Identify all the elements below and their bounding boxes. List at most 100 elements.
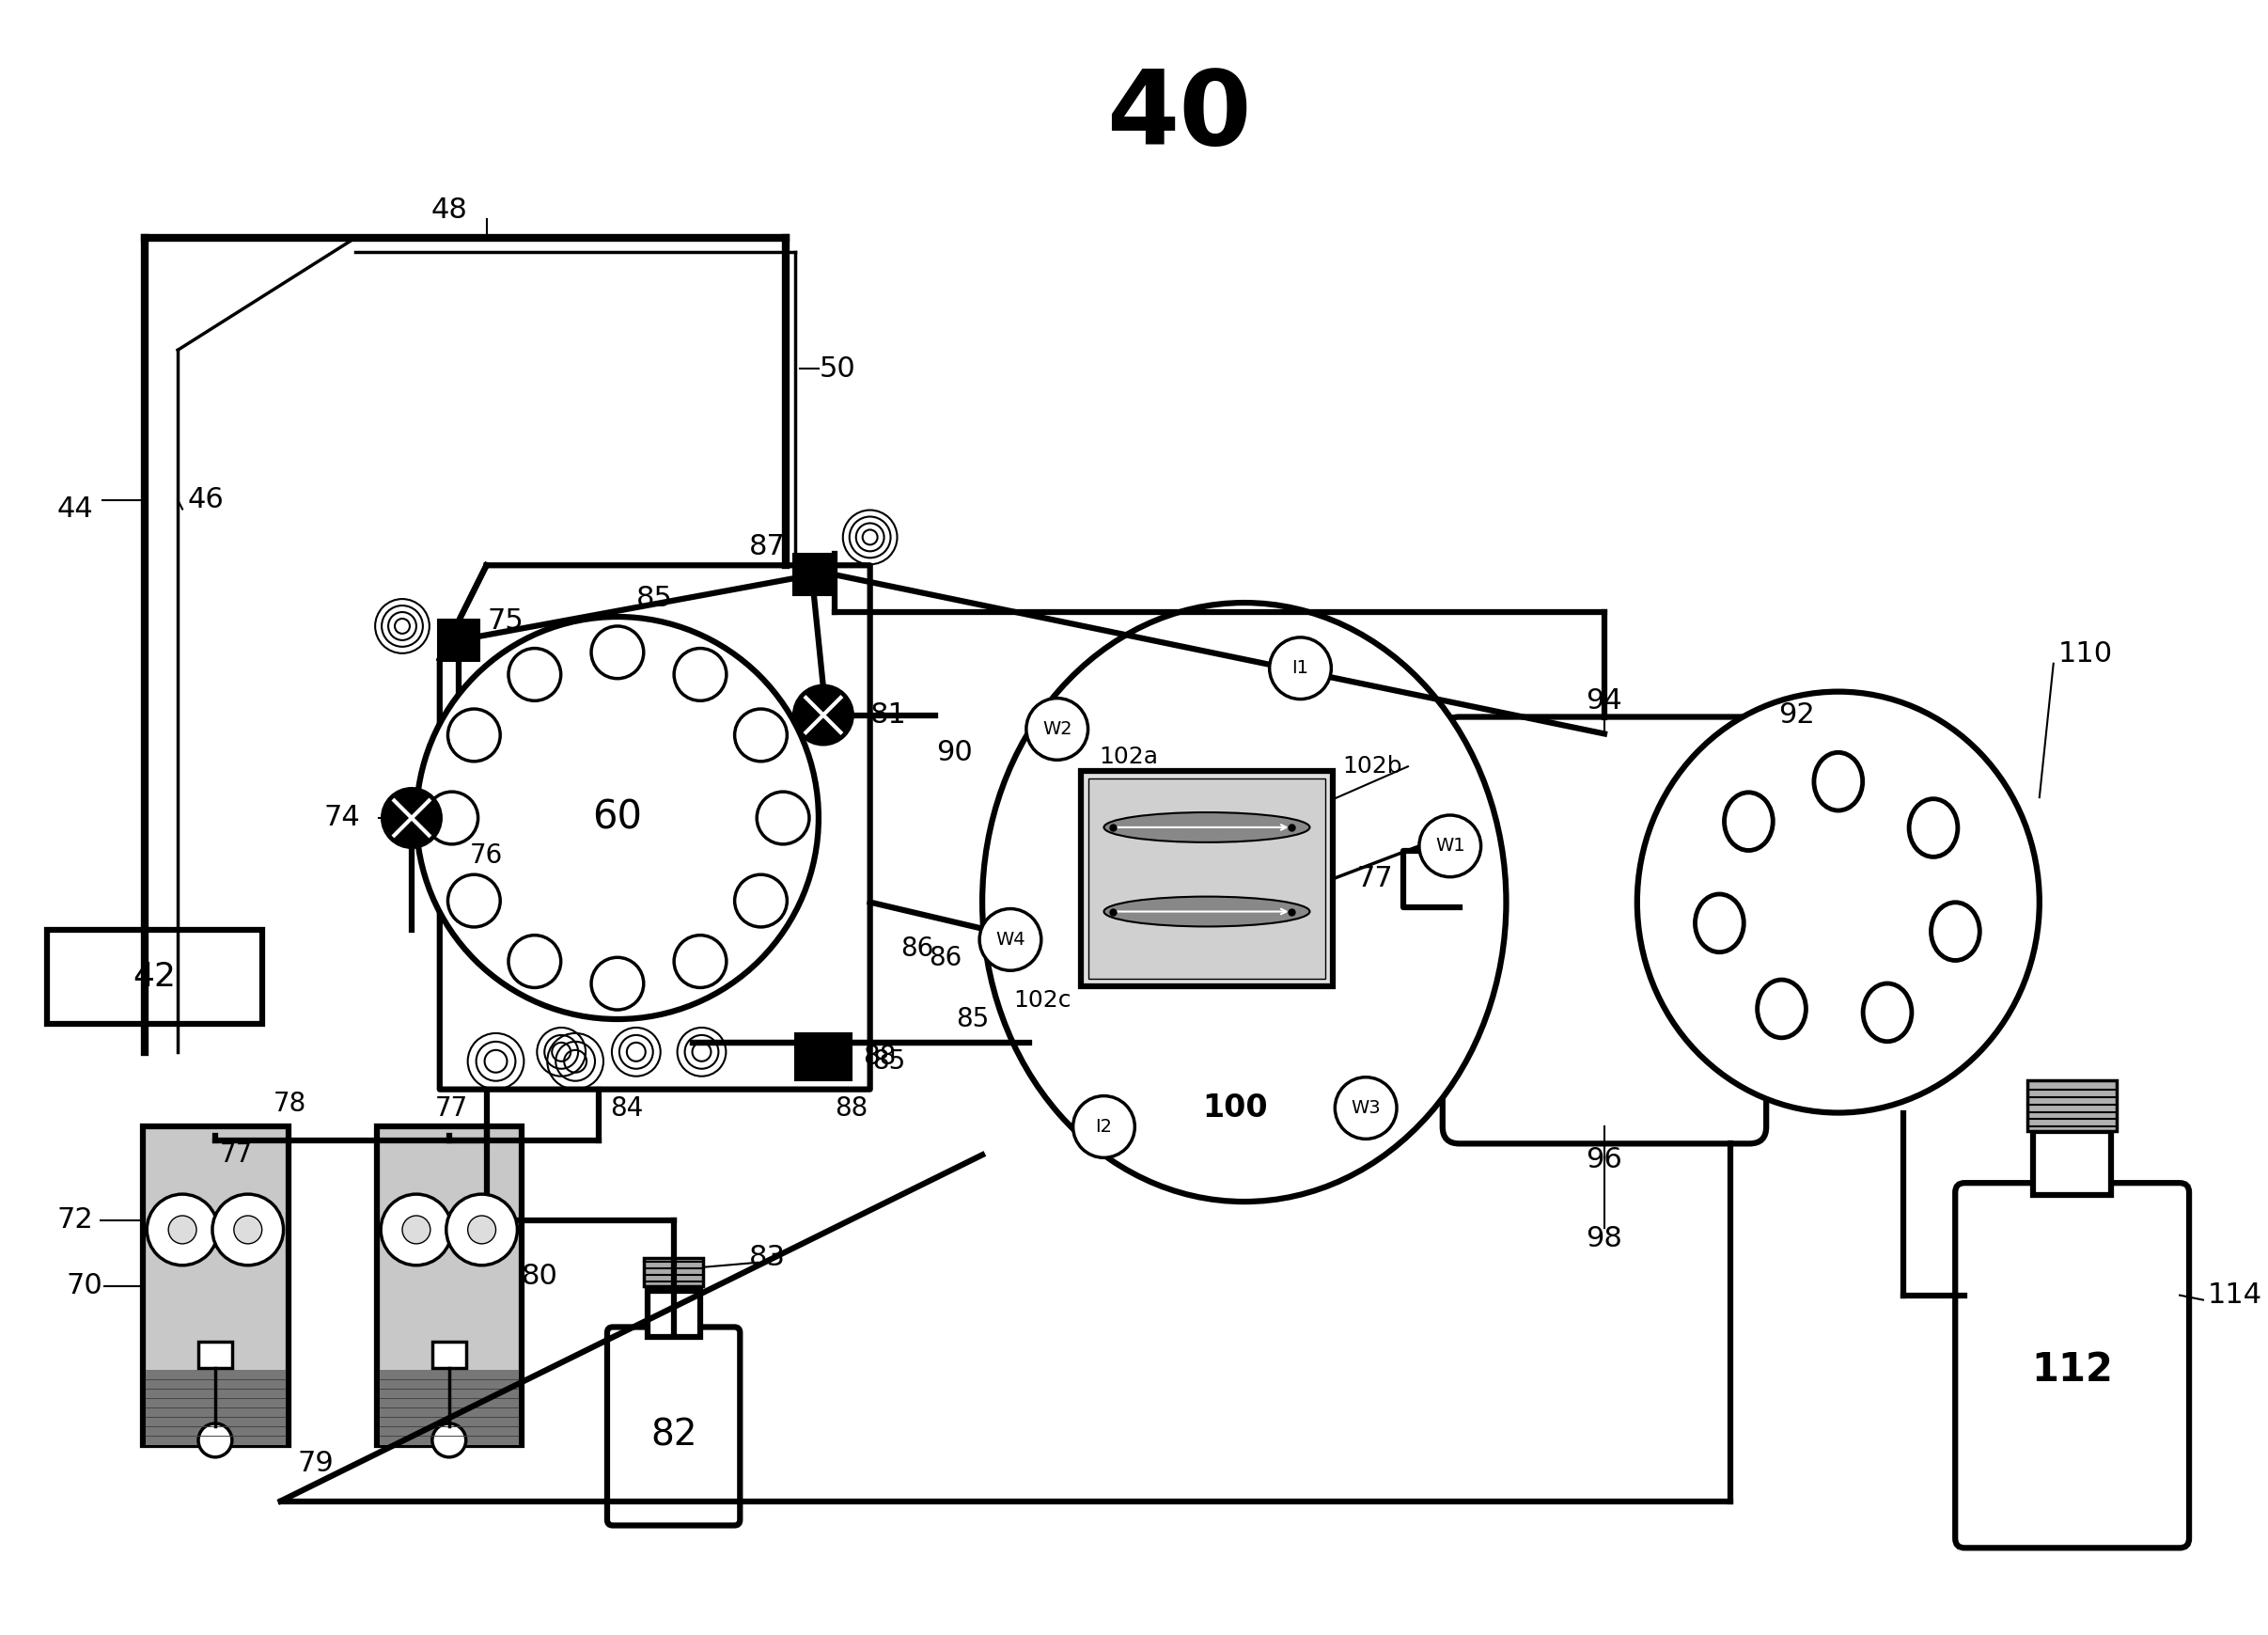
Text: 82: 82 [651, 1418, 696, 1454]
Text: W3: W3 [1352, 1099, 1381, 1117]
Circle shape [383, 790, 440, 845]
Text: 88: 88 [835, 1095, 869, 1122]
FancyBboxPatch shape [646, 1290, 701, 1337]
Text: 70: 70 [66, 1272, 102, 1300]
Circle shape [234, 1216, 261, 1244]
FancyBboxPatch shape [1442, 716, 1767, 1143]
Text: 75: 75 [488, 608, 524, 634]
FancyBboxPatch shape [433, 1342, 465, 1368]
Text: 80: 80 [522, 1262, 558, 1290]
Circle shape [168, 1216, 197, 1244]
Circle shape [197, 1424, 231, 1457]
Text: 112: 112 [2032, 1351, 2114, 1390]
Text: 72: 72 [57, 1207, 93, 1234]
Text: 85: 85 [873, 1048, 905, 1074]
FancyBboxPatch shape [644, 1257, 703, 1285]
Text: I1: I1 [1293, 659, 1309, 677]
Ellipse shape [1105, 813, 1309, 842]
Circle shape [1025, 698, 1089, 760]
Circle shape [417, 616, 819, 1019]
FancyBboxPatch shape [794, 554, 835, 595]
Circle shape [147, 1194, 218, 1265]
FancyBboxPatch shape [379, 1370, 519, 1445]
Text: W2: W2 [1295, 816, 1315, 829]
Text: 98: 98 [1585, 1226, 1622, 1252]
Circle shape [1073, 1095, 1134, 1158]
FancyBboxPatch shape [1089, 778, 1325, 979]
Ellipse shape [1910, 800, 1957, 857]
Text: 79: 79 [297, 1450, 333, 1478]
Text: 42: 42 [134, 961, 177, 992]
Circle shape [980, 909, 1041, 971]
Circle shape [426, 791, 479, 844]
Circle shape [213, 1194, 284, 1265]
Text: 102c: 102c [1014, 989, 1070, 1012]
Circle shape [508, 935, 560, 988]
Text: 60: 60 [592, 798, 642, 837]
Circle shape [1270, 638, 1331, 700]
Ellipse shape [1105, 896, 1309, 927]
Text: W4: W4 [996, 930, 1025, 948]
Ellipse shape [1814, 752, 1862, 811]
Ellipse shape [1930, 903, 1980, 960]
Circle shape [758, 791, 810, 844]
FancyBboxPatch shape [376, 1127, 522, 1445]
Text: 40: 40 [1107, 65, 1252, 167]
Text: 90: 90 [937, 739, 973, 767]
Circle shape [796, 687, 850, 742]
Text: 81: 81 [871, 701, 907, 729]
Circle shape [381, 1194, 451, 1265]
Circle shape [467, 1216, 497, 1244]
FancyBboxPatch shape [145, 1370, 286, 1445]
Circle shape [735, 875, 787, 927]
Text: W1: W1 [1100, 816, 1118, 829]
Circle shape [401, 1216, 431, 1244]
Text: 48: 48 [431, 196, 467, 224]
Text: 92: 92 [1778, 701, 1814, 729]
Text: ②: ② [476, 1223, 488, 1236]
FancyBboxPatch shape [1080, 772, 1334, 986]
Circle shape [735, 710, 787, 762]
Circle shape [447, 875, 501, 927]
Ellipse shape [982, 603, 1506, 1202]
Text: I2: I2 [1100, 906, 1109, 919]
Ellipse shape [1724, 793, 1774, 850]
Text: 46: 46 [188, 486, 225, 513]
FancyBboxPatch shape [143, 1127, 288, 1445]
Text: W3: W3 [1100, 901, 1118, 912]
Text: 84: 84 [610, 1095, 644, 1122]
FancyBboxPatch shape [197, 1342, 231, 1368]
Circle shape [447, 710, 501, 762]
Text: 85: 85 [957, 1006, 989, 1032]
Circle shape [592, 626, 644, 679]
Text: 77: 77 [435, 1095, 467, 1122]
Text: 86: 86 [900, 935, 934, 961]
Circle shape [1420, 816, 1481, 876]
Text: 74: 74 [324, 804, 361, 832]
Text: 77: 77 [220, 1141, 254, 1167]
Text: 83: 83 [748, 1244, 785, 1272]
FancyBboxPatch shape [608, 1328, 739, 1525]
Text: 86: 86 [928, 945, 962, 971]
Ellipse shape [1758, 979, 1805, 1038]
Text: I2: I2 [1095, 1118, 1111, 1136]
Text: 94: 94 [1585, 687, 1622, 714]
Text: W1: W1 [1436, 837, 1465, 855]
Text: 114: 114 [2207, 1282, 2263, 1310]
Text: 76: 76 [469, 842, 503, 868]
Text: ①: ① [411, 1223, 422, 1236]
Circle shape [508, 649, 560, 701]
Circle shape [674, 935, 726, 988]
Text: 102b: 102b [1343, 755, 1402, 778]
FancyBboxPatch shape [796, 1033, 850, 1081]
Text: I1: I1 [1100, 819, 1109, 832]
Ellipse shape [1637, 692, 2039, 1113]
Text: 44: 44 [57, 495, 93, 523]
FancyBboxPatch shape [2028, 1081, 2116, 1131]
Circle shape [592, 958, 644, 1010]
Text: ②: ② [243, 1223, 254, 1236]
FancyBboxPatch shape [1955, 1184, 2189, 1548]
Text: ①: ① [177, 1223, 188, 1236]
FancyBboxPatch shape [438, 620, 479, 661]
Circle shape [447, 1194, 517, 1265]
